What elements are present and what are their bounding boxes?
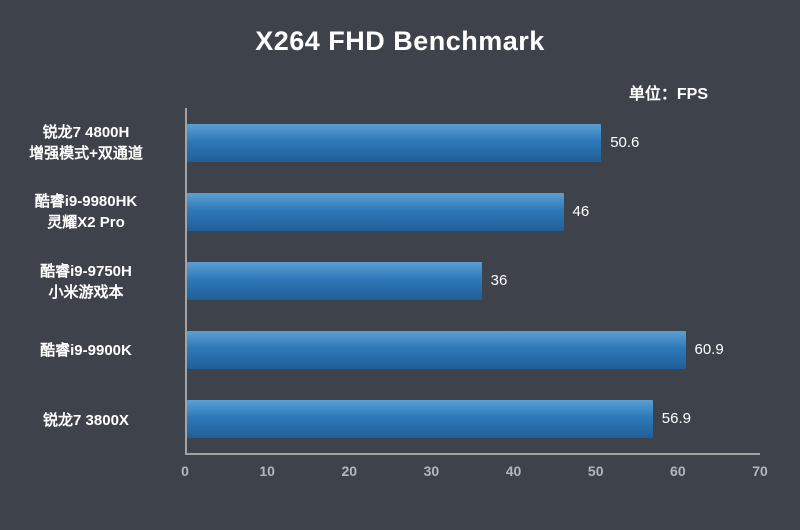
x-tick-label: 50 — [587, 463, 604, 479]
bar-value-label: 56.9 — [661, 410, 691, 427]
bar-value-label: 46 — [572, 203, 590, 220]
bar-row: 36 — [187, 246, 760, 315]
bar — [187, 330, 686, 369]
x-tick-label: 0 — [181, 463, 189, 479]
x-tick-label: 20 — [341, 463, 358, 479]
category-label: 锐龙7 4800H 增强模式+双通道 — [29, 123, 143, 162]
bar-row: 46 — [187, 177, 760, 246]
bar — [187, 123, 602, 162]
x-tick-label: 70 — [752, 463, 768, 479]
category-label: 酷睿i9-9750H 小米游戏本 — [40, 262, 132, 301]
x-tick-label: 40 — [505, 463, 522, 479]
bar — [187, 261, 482, 300]
x-axis-tick-labels: 0 10 20 30 40 50 60 70 — [181, 463, 768, 483]
bar-row: 56.9 — [187, 384, 760, 453]
x-tick-label: 30 — [423, 463, 440, 479]
x-tick-label: 60 — [670, 463, 686, 479]
category-label: 酷睿i9-9980HK 灵耀X2 Pro — [34, 193, 138, 232]
category-label: 酷睿i9-9900K — [40, 342, 132, 360]
bar-row: 50.6 — [187, 108, 760, 177]
category-labels-column: 锐龙7 4800H 增强模式+双通道 酷睿i9-9980HK 灵耀X2 Pro 酷睿i9… — [0, 108, 180, 455]
bar — [187, 399, 653, 438]
bar — [187, 192, 564, 231]
bar-value-label: 60.9 — [694, 341, 724, 358]
category-label: 锐龙7 3800X — [43, 411, 129, 429]
plot-area: 50.6 46 36 60.9 56.9 — [185, 108, 760, 455]
chart-title: X264 FHD Benchmark — [255, 26, 545, 56]
bar-row: 60.9 — [187, 315, 760, 384]
bar-value-label: 50.6 — [610, 134, 640, 151]
bar-value-label: 36 — [490, 272, 508, 289]
x-tick-label: 10 — [259, 463, 275, 479]
unit-label: 单位：FPS — [628, 86, 708, 103]
